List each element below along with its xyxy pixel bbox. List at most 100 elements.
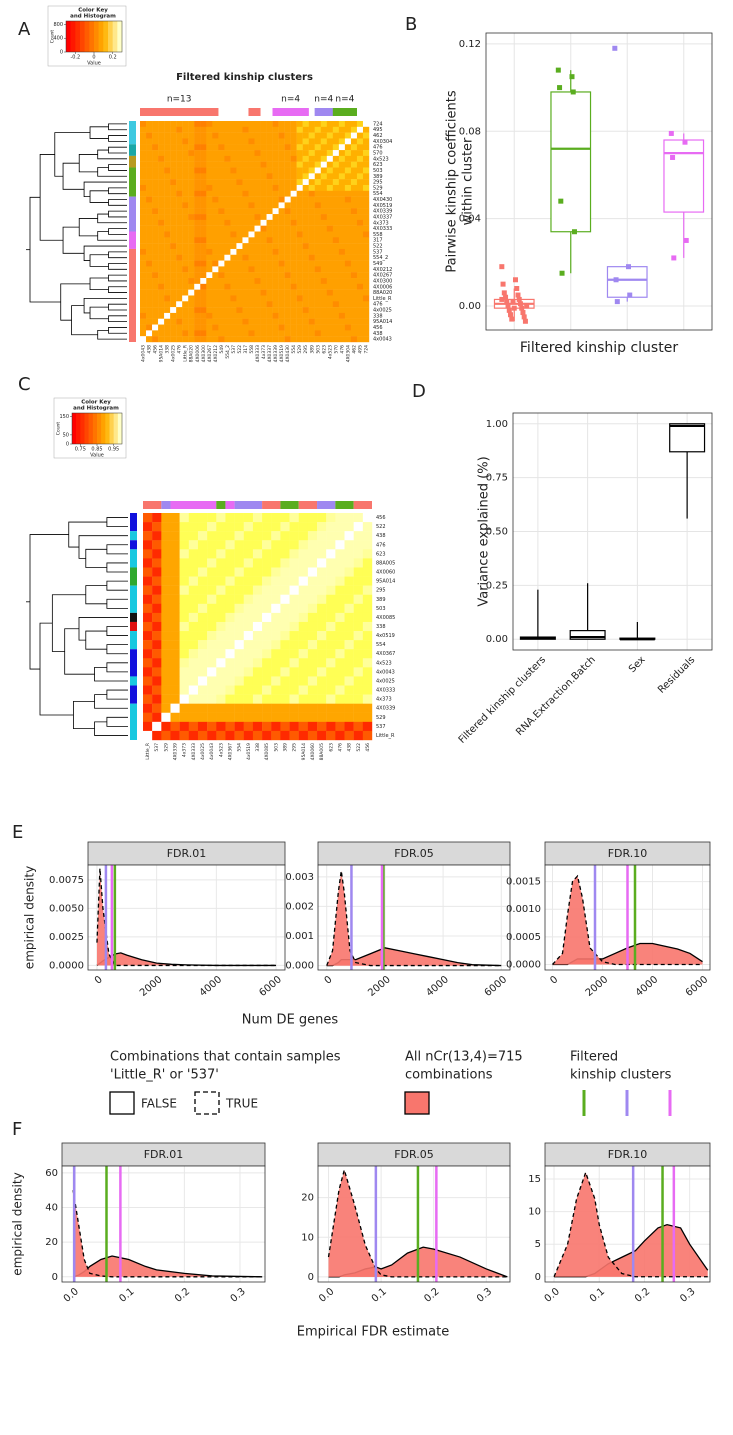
heatmap-cell (248, 283, 255, 290)
heatmap-cell (225, 694, 235, 704)
heatmap-cell (164, 179, 171, 186)
heatmap-cell (271, 612, 281, 623)
heatmap-cell (326, 631, 336, 641)
heatmap-cell (225, 712, 235, 723)
heatmap-cell (344, 585, 354, 595)
heatmap-cell (356, 330, 364, 337)
heatmap-cell (200, 260, 207, 267)
heatmap-cell (188, 712, 199, 723)
heatmap-cell (179, 576, 189, 586)
heatmap-cell (206, 219, 213, 226)
heatmap-cell (234, 594, 244, 604)
column-label: 549 (219, 345, 225, 354)
heatmap-cell (206, 330, 213, 337)
heatmap-cell (224, 324, 231, 331)
x-axis-label: Filtered kinship cluster (520, 340, 678, 356)
x-tick-label: 0.3 (678, 1286, 697, 1305)
heatmap-cell (289, 712, 299, 723)
heatmap-cell (314, 312, 321, 319)
heatmap-cell (326, 295, 334, 302)
heatmap-cell (207, 540, 217, 550)
point (614, 299, 620, 305)
y-tick-label: 20 (45, 1237, 58, 1248)
y-axis-label: Variance explained (%) (477, 456, 492, 606)
heatmap-cell (356, 179, 364, 186)
heatmap-cell (362, 132, 370, 139)
heatmap-cell (248, 237, 255, 244)
heatmap-cell (271, 621, 281, 632)
heatmap-cell (362, 219, 370, 226)
heatmap-cell (302, 126, 309, 133)
heatmap-cell (356, 208, 364, 215)
heatmap-cell (266, 179, 273, 186)
heatmap-cell (224, 150, 231, 157)
heatmap-cell (140, 283, 147, 290)
heatmap-cell (188, 703, 199, 713)
column-label: 4X0333 (255, 345, 261, 363)
heatmap-cell (236, 138, 243, 145)
heatmap-cell (252, 685, 263, 695)
heatmap-cell (296, 301, 303, 308)
heatmap-cell (262, 676, 272, 686)
heatmap-cell (314, 254, 321, 261)
heatmap-cell (158, 318, 165, 325)
heatmap-cell (308, 150, 315, 157)
heatmap-cell (326, 208, 334, 215)
heatmap-cell (308, 272, 315, 279)
heatmap-cell (314, 179, 321, 186)
row-label: 4x373 (376, 697, 392, 703)
heatmap-cell (176, 266, 183, 273)
heatmap-cell (326, 121, 334, 128)
heatmap-cell (200, 202, 207, 209)
heatmap-cell (362, 312, 370, 319)
heatmap-cell (146, 132, 153, 139)
heatmap-cell (344, 173, 352, 180)
column-label: 570 (333, 345, 339, 354)
heatmap-cell (152, 202, 159, 209)
heatmap-cell (362, 214, 370, 221)
heatmap-cell (212, 138, 219, 145)
heatmap-cell (362, 196, 370, 203)
color-key-title: and Histogram (70, 14, 116, 20)
heatmap-cell (188, 301, 195, 308)
heatmap-cell (152, 260, 159, 267)
heatmap-cell (320, 243, 328, 250)
heatmap-cell (320, 283, 328, 290)
dendrogram-branch (83, 181, 127, 198)
heatmap-cell (152, 685, 162, 695)
heatmap-cell (152, 640, 162, 650)
dendrogram-branch (108, 199, 127, 206)
heatmap-cell (350, 278, 358, 285)
heatmap-cell (158, 121, 165, 128)
heatmap-cell (161, 721, 171, 732)
heatmap-cell (200, 318, 207, 325)
heatmap-cell (296, 196, 303, 203)
heatmap-cell (278, 237, 285, 244)
heatmap-cell (164, 214, 171, 221)
heatmap-cell (289, 730, 299, 741)
heatmap-cell (272, 155, 279, 162)
heatmap-cell (146, 318, 153, 325)
side-color-bar (130, 567, 137, 586)
heatmap-cell (194, 126, 201, 133)
legend-swatch (109, 1091, 135, 1115)
heatmap-cell (350, 196, 358, 203)
heatmap-cell (158, 254, 165, 261)
cluster-bar (143, 501, 162, 509)
heatmap-cell (182, 144, 189, 151)
heatmap-cell (350, 138, 358, 145)
heatmap-cell (332, 196, 340, 203)
heatmap-cell (224, 248, 231, 255)
color-key-x-tick-label: 0.2 (109, 55, 117, 61)
heatmap-cell (248, 138, 255, 145)
column-label: 4X0212 (213, 345, 219, 363)
row-label: 4X0006 (373, 284, 392, 290)
heatmap-cell (140, 126, 147, 133)
column-label: 456 (153, 345, 159, 354)
y-tick-label: 1.00 (486, 419, 508, 430)
heatmap-cell (224, 219, 231, 226)
heatmap-cell (216, 631, 226, 641)
heatmap-cell (298, 531, 309, 541)
heatmap-cell (260, 301, 267, 308)
heatmap-cell (197, 721, 208, 732)
